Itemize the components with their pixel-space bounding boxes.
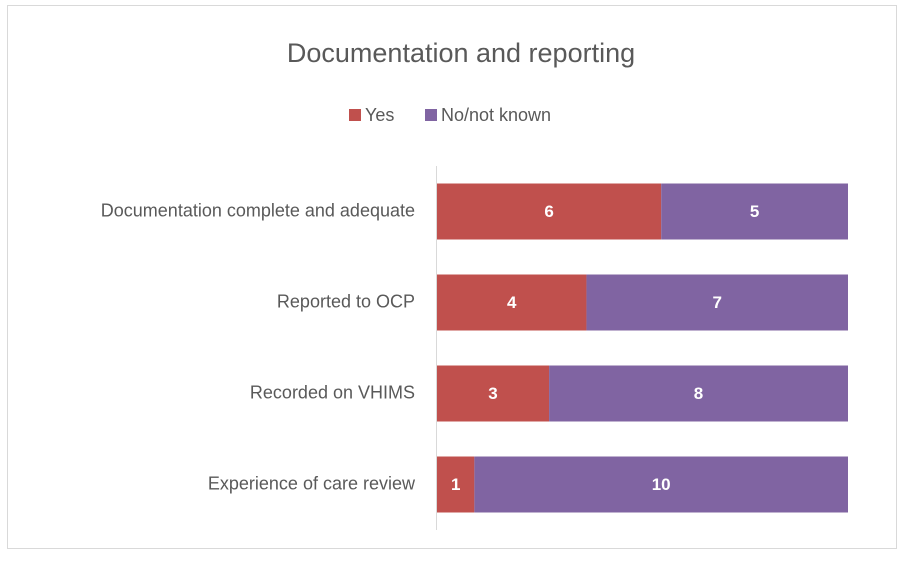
data-label: 4 bbox=[507, 293, 517, 312]
data-label: 1 bbox=[451, 475, 460, 494]
chart-title: Documentation and reporting bbox=[287, 38, 635, 68]
y-tick-label: Documentation complete and adequate bbox=[101, 200, 415, 220]
legend-label: Yes bbox=[365, 105, 394, 125]
data-label: 10 bbox=[652, 475, 671, 494]
y-tick-label: Reported to OCP bbox=[277, 291, 415, 311]
legend-label: No/not known bbox=[441, 105, 551, 125]
bar-segment bbox=[437, 183, 662, 240]
legend-swatch bbox=[425, 109, 437, 121]
bar-segment bbox=[661, 183, 848, 240]
bar-segment bbox=[549, 365, 848, 422]
bar-segment bbox=[586, 274, 848, 331]
y-tick-label: Recorded on VHIMS bbox=[250, 382, 415, 402]
data-label: 6 bbox=[544, 202, 553, 221]
data-label: 8 bbox=[694, 384, 703, 403]
bar-segment bbox=[437, 456, 475, 513]
data-label: 7 bbox=[712, 293, 721, 312]
legend-swatch bbox=[349, 109, 361, 121]
bar-segment bbox=[474, 456, 848, 513]
bar-segment bbox=[437, 365, 550, 422]
data-label: 3 bbox=[488, 384, 497, 403]
data-label: 5 bbox=[750, 202, 759, 221]
bar-segment bbox=[437, 274, 587, 331]
y-tick-label: Experience of care review bbox=[208, 473, 416, 493]
